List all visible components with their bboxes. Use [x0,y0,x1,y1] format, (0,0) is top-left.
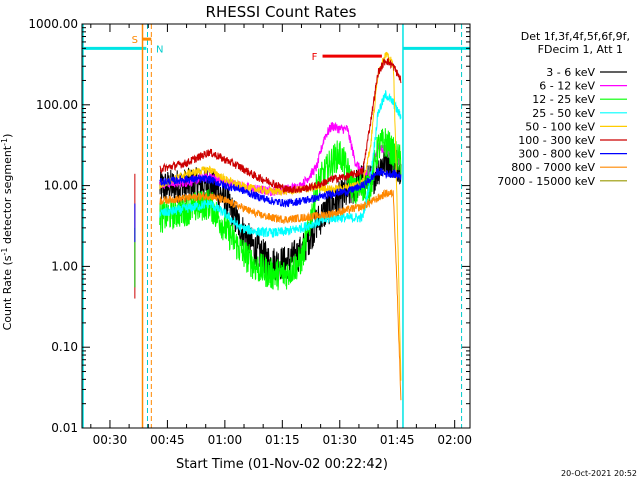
series-line-5 [159,57,402,194]
x-axis-label: Start Time (01-Nov-02 00:22:42) [176,457,388,472]
axes: 1000.00 100.00 10.00 1.00 0.10 0.01 00:30 00:45… [28,17,472,447]
legend-label: 25 - 50 keV [532,107,595,120]
y-tick-label: 1000.00 [28,17,78,31]
saa-label: S [132,35,138,46]
legend-label: 300 - 800 keV [518,148,595,161]
series-line-4 [159,51,402,381]
x-tick-label: 01:30 [322,433,357,447]
plot-area: S N F [82,24,470,428]
legend-label: 12 - 25 keV [532,93,595,106]
y-tick-label: 10.00 [44,179,78,193]
y-axis-label: Count Rate (s-1 detector segment-1) [0,134,14,331]
x-tick-label: 00:45 [150,433,185,447]
series-line-6 [159,167,402,208]
y-tick-label: 0.10 [51,340,78,354]
x-tick-label: 00:30 [93,433,128,447]
x-tick-label: 01:15 [265,433,300,447]
legend-label: 800 - 7000 keV [511,161,595,174]
flare-label: F [312,52,318,63]
legend-label: 6 - 12 keV [539,80,595,93]
legend-label: 100 - 300 keV [518,134,595,147]
legend-label: 3 - 6 keV [546,66,595,79]
legend-header-line-1: Det 1f,3f,4f,5f,6f,9f, [521,30,630,43]
y-tick-label: 1.00 [51,259,78,273]
chart-title: RHESSI Count Rates [206,3,357,21]
legend-header-line-2: FDecim 1, Att 1 [538,43,623,56]
x-tick-label: 01:45 [380,433,415,447]
footer-timestamp: 20-Oct-2021 20:52 [561,469,637,478]
legend-label: 7000 - 15000 keV [497,175,595,188]
x-tick-label: 01:00 [208,433,243,447]
y-tick-label: 0.01 [51,421,78,435]
series-line-3 [159,90,402,238]
legend-label: 50 - 100 keV [525,120,595,133]
series-line-7 [159,189,402,401]
y-tick-label: 100.00 [36,98,78,112]
x-tick-label: 02:00 [437,433,472,447]
night-label: N [156,44,163,55]
plot-frame [81,23,471,429]
